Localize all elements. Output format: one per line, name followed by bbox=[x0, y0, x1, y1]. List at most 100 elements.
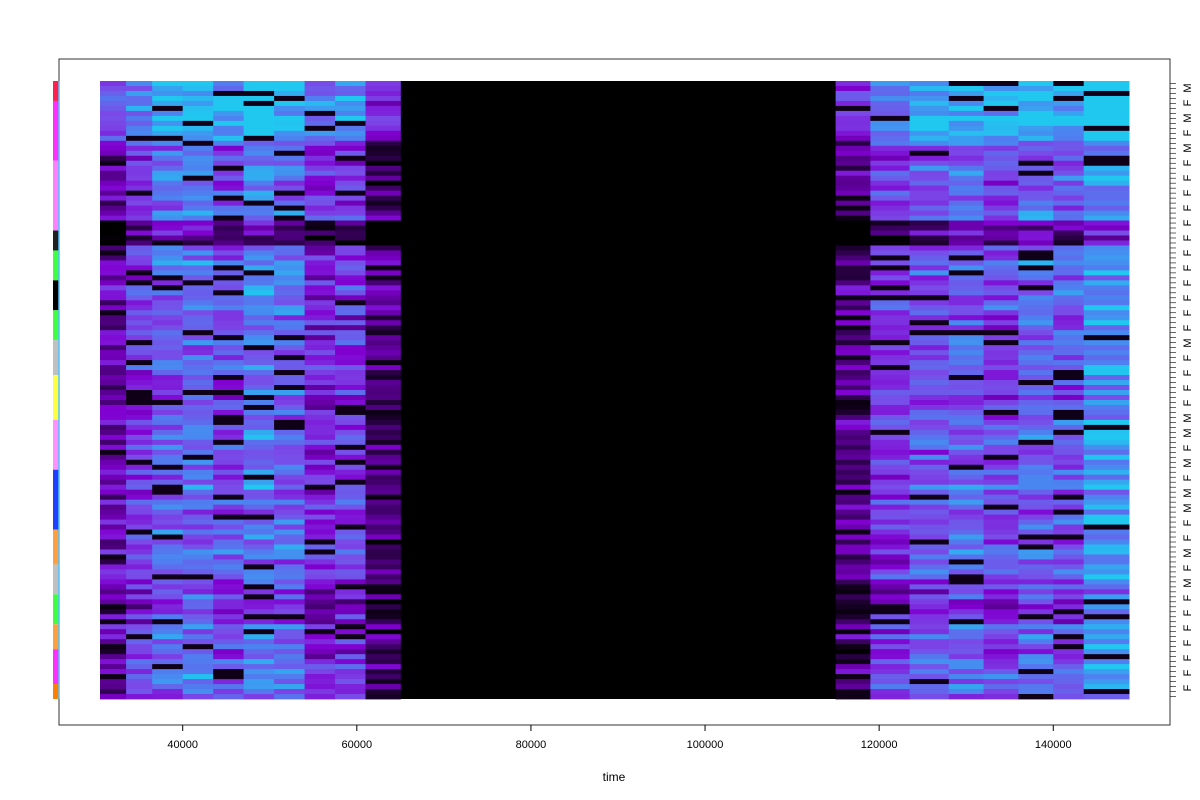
heatmap-cell bbox=[335, 240, 367, 246]
heatmap-cell bbox=[213, 669, 245, 675]
heatmap-cell bbox=[274, 629, 306, 635]
heatmap-cell bbox=[213, 85, 245, 92]
heatmap-cell bbox=[274, 235, 306, 241]
heatmap-cell bbox=[983, 185, 1019, 192]
heatmap-cell bbox=[304, 120, 336, 127]
heatmap-cell bbox=[909, 434, 950, 441]
heatmap-cell bbox=[1083, 614, 1130, 620]
heatmap-cell bbox=[274, 250, 306, 256]
heatmap-cell bbox=[983, 370, 1019, 376]
heatmap-cell bbox=[213, 674, 245, 680]
heatmap-cell bbox=[213, 165, 245, 172]
heatmap-cell bbox=[126, 355, 153, 361]
heatmap-cell bbox=[870, 95, 911, 102]
heatmap-cell bbox=[304, 524, 336, 530]
heatmap-cell bbox=[1053, 285, 1085, 291]
heatmap-cell bbox=[1018, 584, 1054, 590]
heatmap-cell bbox=[274, 175, 306, 182]
heatmap-cell bbox=[1083, 315, 1130, 321]
heatmap-cell bbox=[1083, 544, 1130, 550]
heatmap-cell bbox=[1053, 125, 1085, 132]
heatmap-cell bbox=[1083, 245, 1130, 251]
heatmap-cell bbox=[835, 624, 871, 630]
heatmap-cell bbox=[983, 489, 1019, 496]
heatmap-cell bbox=[152, 659, 184, 665]
heatmap-cell bbox=[304, 589, 336, 595]
heatmap-cell bbox=[182, 554, 214, 560]
heatmap-cell bbox=[909, 529, 950, 535]
row-label: M bbox=[1182, 83, 1194, 92]
heatmap-cell bbox=[948, 255, 985, 261]
heatmap-cell bbox=[243, 175, 275, 182]
heatmap-cell bbox=[870, 145, 911, 152]
heatmap-cell bbox=[274, 155, 306, 162]
heatmap-cell bbox=[274, 474, 306, 481]
heatmap-cell bbox=[365, 380, 401, 386]
heatmap-cell bbox=[100, 365, 127, 371]
heatmap-cell bbox=[335, 255, 367, 261]
heatmap-cell bbox=[1053, 604, 1085, 610]
heatmap-cell bbox=[1018, 419, 1054, 426]
heatmap-cell bbox=[182, 649, 214, 655]
heatmap-cell bbox=[126, 320, 153, 326]
heatmap-cell bbox=[304, 110, 336, 117]
heatmap-cell bbox=[909, 250, 950, 256]
heatmap-cell bbox=[870, 614, 911, 620]
heatmap-cell bbox=[126, 275, 153, 281]
heatmap-cell bbox=[983, 365, 1019, 371]
heatmap-cell bbox=[100, 519, 127, 525]
heatmap-cell bbox=[213, 105, 245, 112]
heatmap-cell bbox=[126, 175, 153, 182]
heatmap-cell bbox=[335, 235, 367, 241]
heatmap-cell bbox=[870, 170, 911, 177]
heatmap-cell bbox=[182, 295, 214, 301]
heatmap-cell bbox=[1053, 365, 1085, 371]
heatmap-cell bbox=[100, 200, 127, 206]
heatmap-cell bbox=[1018, 599, 1054, 605]
heatmap-cell bbox=[304, 290, 336, 296]
heatmap-cell bbox=[1083, 569, 1130, 575]
heatmap-cell bbox=[213, 424, 245, 431]
heatmap-cell bbox=[152, 375, 184, 381]
heatmap-cell bbox=[835, 434, 871, 441]
heatmap-cell bbox=[213, 310, 245, 316]
heatmap-cell bbox=[243, 644, 275, 650]
heatmap-cell bbox=[213, 250, 245, 256]
heatmap-cell bbox=[870, 320, 911, 326]
heatmap-cell bbox=[909, 270, 950, 276]
heatmap-cell bbox=[948, 579, 985, 585]
heatmap-cell bbox=[835, 444, 871, 451]
heatmap-cell bbox=[304, 619, 336, 625]
heatmap-cell bbox=[983, 210, 1019, 216]
heatmap-cell bbox=[870, 150, 911, 157]
heatmap-cell bbox=[1083, 564, 1130, 570]
heatmap-cell bbox=[1083, 464, 1130, 471]
heatmap-cell bbox=[304, 399, 336, 406]
heatmap-cell bbox=[213, 629, 245, 635]
heatmap-cell bbox=[243, 115, 275, 122]
heatmap-cell bbox=[274, 125, 306, 132]
heatmap-cell bbox=[213, 390, 245, 396]
heatmap-cell bbox=[274, 519, 306, 525]
heatmap-cell bbox=[835, 195, 871, 202]
heatmap-cell bbox=[365, 285, 401, 291]
heatmap-cell bbox=[182, 150, 214, 157]
heatmap-cell bbox=[274, 644, 306, 650]
heatmap-cell bbox=[948, 679, 985, 685]
heatmap-cell bbox=[835, 639, 871, 645]
heatmap-cell bbox=[835, 135, 871, 142]
heatmap-cell bbox=[983, 594, 1019, 600]
heatmap-cell bbox=[243, 399, 275, 406]
heatmap-cell bbox=[870, 529, 911, 535]
heatmap-cell bbox=[835, 544, 871, 550]
heatmap-cell bbox=[274, 290, 306, 296]
heatmap-cell bbox=[304, 305, 336, 311]
heatmap-cell bbox=[1083, 529, 1130, 535]
heatmap-cell bbox=[983, 394, 1019, 401]
heatmap-cell bbox=[304, 404, 336, 411]
heatmap-cell bbox=[152, 290, 184, 296]
heatmap-cell bbox=[1083, 150, 1130, 157]
heatmap-cell bbox=[835, 165, 871, 172]
heatmap-cell bbox=[243, 489, 275, 496]
heatmap-cell bbox=[365, 230, 401, 236]
